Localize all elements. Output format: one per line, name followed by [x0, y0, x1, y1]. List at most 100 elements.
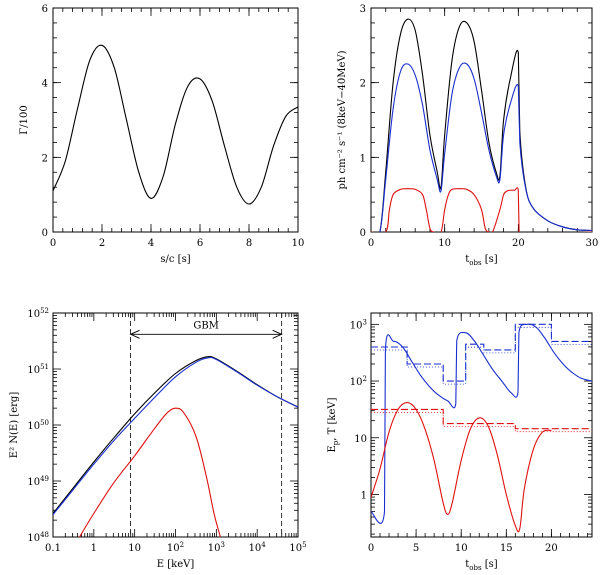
x-tick-label: 0 — [368, 238, 374, 249]
series-line-gamma — [53, 44, 298, 205]
x-tick-label: 0 — [368, 543, 374, 554]
series-dotted-blue — [371, 326, 592, 385]
series-group — [53, 44, 298, 205]
series-line-total — [53, 356, 298, 514]
x-tick-label: 2 — [99, 238, 105, 249]
x-tick-label: 30 — [586, 238, 599, 249]
y-tick-label: 102 — [350, 375, 367, 388]
series-line-ep-dashed — [371, 323, 592, 382]
gbm-arrow-right-head — [272, 329, 283, 339]
x-tick-label: 0 — [50, 238, 56, 249]
x-tick-label: 10 — [292, 238, 305, 249]
x-tick-label: 6 — [197, 238, 203, 249]
x-tick-label: 0.1 — [45, 543, 61, 554]
y-tick-label: 1050 — [27, 419, 49, 432]
y-tick-label-base: 10 — [350, 320, 363, 331]
y-tick-label: 1052 — [27, 307, 49, 320]
x-tick-label-base: 0.1 — [45, 543, 61, 554]
series-line-ep-solid — [371, 323, 592, 524]
x-axis-label: E [keV] — [157, 559, 195, 570]
y-tick-label-exp: 49 — [40, 475, 49, 483]
x-tick-label: 10 — [438, 238, 451, 249]
y-axis-label-main: E — [327, 445, 338, 452]
x-tick-label: 15 — [500, 543, 513, 554]
plot-frame — [52, 312, 299, 538]
x-tick-label: 1 — [91, 543, 97, 554]
panel-spectrum-vs-energy: 0.1 1 10 102 103 104 10510481049105010511052E … — [9, 307, 307, 570]
x-tick-label-base: 10 — [167, 543, 180, 554]
series-line-blue — [53, 356, 298, 515]
series-group — [53, 356, 298, 537]
x-tick-label: 102 — [167, 541, 184, 554]
y-tick-label-exp: 51 — [40, 363, 49, 371]
panel-photon-flux-vs-time: 0 10 20 30 0 1 2 3 tobs [s] ph cm⁻² s⁻¹ (8keV−40M… — [337, 4, 598, 267]
x-tick-label-exp: 5 — [302, 541, 306, 549]
y-tick-label: 0 — [42, 228, 48, 239]
y-tick-label-base: 10 — [27, 477, 40, 488]
x-tick-label: 103 — [208, 541, 225, 554]
y-axis-label: Γ/100 — [19, 105, 30, 134]
y-axis-label-sub: p — [332, 440, 340, 445]
x-axis-label-tail: [s] — [482, 254, 498, 265]
y-tick-label: 2 — [360, 79, 366, 90]
series-line-t-solid — [371, 402, 552, 533]
x-tick-label-exp: 3 — [220, 541, 224, 549]
x-axis-label-tail: [s] — [482, 559, 498, 570]
x-axis-label: s/c [s] — [160, 254, 190, 265]
y-tick-label: 1048 — [27, 531, 49, 544]
x-tick-label: 105 — [289, 541, 306, 554]
y-tick-label-base: 1 — [361, 490, 367, 501]
x-tick-label: 104 — [249, 541, 267, 554]
x-tick-label-exp: 2 — [180, 541, 184, 549]
y-tick-label-base: 10 — [27, 533, 40, 544]
x-tick-label: 4 — [148, 238, 154, 249]
x-axis-label-sub: obs — [469, 259, 482, 267]
series-line-total — [371, 18, 592, 232]
y-tick-label: 1051 — [27, 363, 49, 376]
y-axis-label: E² N(E) [erg] — [9, 392, 20, 459]
y-tick-label-base: 10 — [27, 309, 40, 320]
y-tick-label-base: 10 — [350, 377, 363, 388]
x-tick-label: 10 — [455, 543, 468, 554]
x-tick-label-base: 1 — [91, 543, 97, 554]
x-axis-label-main: t — [465, 254, 469, 265]
x-tick-label-base: 10 — [289, 543, 302, 554]
series-dotted-red — [371, 412, 592, 433]
y-tick-label-exp: 52 — [40, 307, 49, 315]
y-tick-label: 1 — [361, 490, 367, 501]
y-axis-label: ph cm⁻² s⁻¹ (8keV−40MeV) — [337, 50, 348, 189]
x-tick-label-base: 10 — [128, 543, 141, 554]
y-tick-label: 1049 — [27, 475, 49, 488]
y-tick-label: 3 — [360, 4, 366, 15]
series-group — [371, 323, 592, 533]
plot-frame — [52, 7, 299, 233]
series-line-red — [79, 407, 221, 537]
y-tick-label: 4 — [42, 79, 48, 90]
y-tick-label-exp: 2 — [363, 375, 367, 383]
x-axis-label: tobs [s] — [465, 254, 498, 267]
x-tick-label: 8 — [246, 238, 252, 249]
gbm-label: GBM — [193, 320, 219, 331]
plot-frame — [370, 312, 593, 538]
x-tick-label-base: 10 — [208, 543, 221, 554]
y-tick-label-exp: 3 — [363, 318, 367, 326]
y-axis-label-tail: , T [keV] — [327, 397, 338, 440]
x-tick-label: 20 — [545, 543, 558, 554]
y-tick-label: 0 — [360, 228, 366, 239]
y-tick-label-base: 10 — [27, 365, 40, 376]
y-axis-label: Ep, T [keV] — [327, 397, 340, 452]
y-tick-label-exp: 48 — [40, 531, 49, 539]
x-axis-label: tobs [s] — [465, 559, 498, 572]
y-tick-label: 2 — [42, 153, 48, 164]
series-line-t-dashed — [371, 408, 592, 430]
series-line-red — [371, 187, 592, 232]
plot-frame — [370, 7, 593, 233]
x-tick-label: 10 — [128, 543, 141, 554]
y-tick-label: 6 — [42, 4, 48, 15]
x-axis-label-sub: obs — [469, 564, 482, 572]
y-tick-label: 10 — [354, 434, 367, 445]
x-axis-label-main: t — [465, 559, 469, 570]
series-group — [371, 18, 592, 232]
